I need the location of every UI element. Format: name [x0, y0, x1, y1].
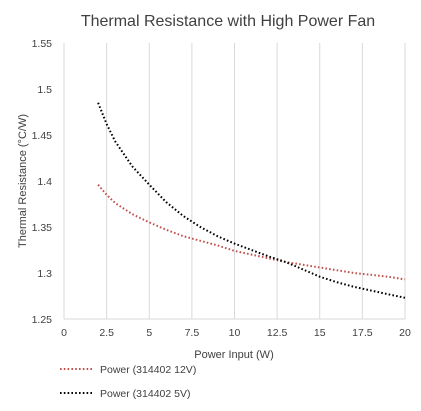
x-axis-ticks: 0 2.5 5 7.5 10 12.5 15 17.5 20: [61, 327, 411, 339]
legend-label-1: Power (314402 5V): [100, 388, 190, 400]
y-tick-label-1: 1.3: [37, 268, 52, 280]
x-tick-label-7: 17.5: [352, 327, 373, 339]
y-tick-label-6: 1.55: [32, 38, 53, 50]
x-tick-label-3: 7.5: [185, 327, 200, 339]
x-tick-label-1: 2.5: [99, 327, 114, 339]
legend-label-0: Power (314402 12V): [100, 364, 196, 376]
plot-series: [97, 102, 406, 299]
chart-title: Thermal Resistance with High Power Fan: [81, 13, 375, 30]
series-line-1: [97, 102, 406, 299]
y-tick-label-5: 1.5: [37, 84, 52, 96]
series-line-0: [97, 184, 406, 281]
legend: Power (314402 12V) Power (314402 5V): [60, 364, 196, 400]
y-axis-label: Thermal Resistance (°C/W): [17, 114, 29, 248]
x-tick-label-8: 20: [399, 327, 411, 339]
y-tick-label-2: 1.35: [32, 222, 53, 234]
x-tick-label-4: 10: [229, 327, 241, 339]
y-tick-label-4: 1.45: [32, 130, 53, 142]
x-tick-label-6: 15: [314, 327, 326, 339]
y-tick-label-0: 1.25: [32, 314, 53, 326]
x-tick-label-5: 12.5: [267, 327, 288, 339]
y-axis-ticks: 1.25 1.3 1.35 1.4 1.45 1.5 1.55: [32, 38, 53, 326]
y-tick-label-3: 1.4: [37, 176, 52, 188]
x-tick-label-2: 5: [146, 327, 152, 339]
x-tick-label-0: 0: [61, 327, 67, 339]
grid: [63, 43, 406, 320]
x-axis-label: Power Input (W): [194, 349, 273, 361]
